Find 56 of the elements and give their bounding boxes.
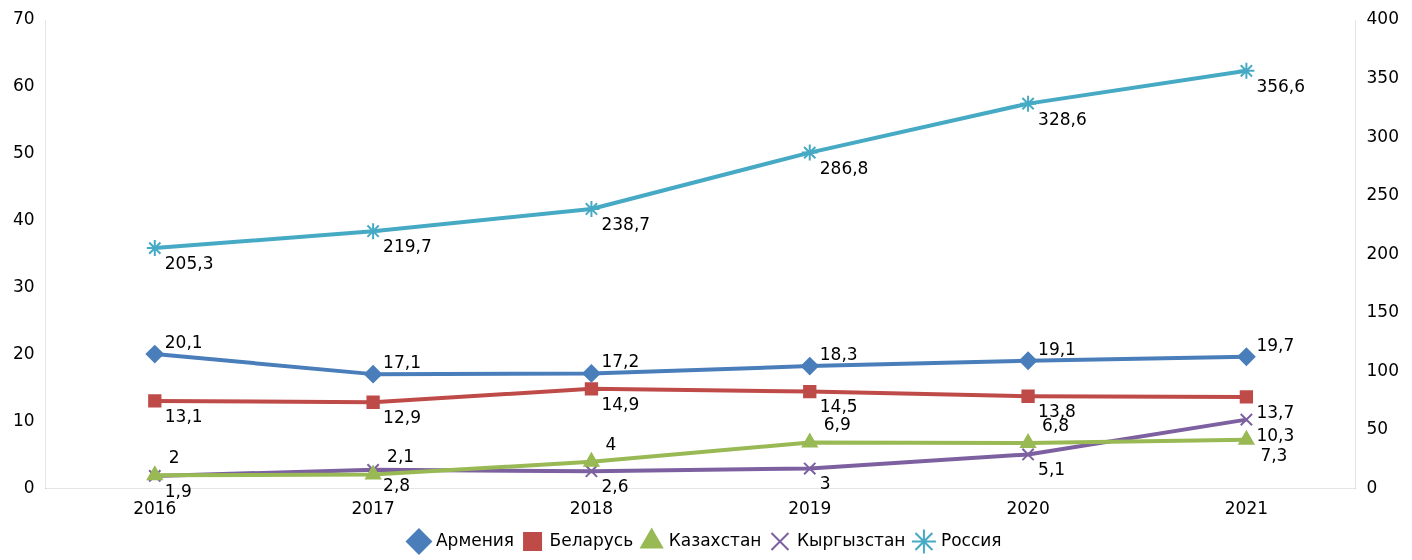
data-label: 5,1: [1038, 459, 1066, 480]
legend-label: Кыргызстан: [796, 529, 906, 550]
data-label: 19,1: [1038, 338, 1076, 359]
legend-label: Россия: [940, 529, 1002, 550]
data-label: 286,8: [819, 157, 869, 178]
legend-label: Беларусь: [549, 529, 634, 550]
y-tick-label: 20: [12, 343, 35, 364]
data-label: 2: [168, 447, 180, 468]
y-tick-label: 70: [12, 8, 35, 29]
y-tick-label: 50: [12, 142, 35, 163]
data-label: 19,7: [1256, 334, 1295, 355]
data-label: 13,7: [1256, 401, 1295, 422]
y2-tick-label: 150: [1366, 301, 1400, 322]
y2-tick-label: 400: [1366, 8, 1400, 29]
data-label: 18,3: [819, 344, 858, 365]
data-label: 12,9: [383, 407, 421, 428]
data-label: 3: [819, 473, 831, 494]
x-tick-label: 2016: [133, 498, 177, 519]
y-tick-label: 40: [12, 209, 35, 230]
data-label: 2,1: [387, 446, 415, 467]
data-label: 14,9: [601, 393, 640, 414]
data-label: 1,9: [164, 480, 192, 501]
y2-tick-label: 0: [1366, 477, 1378, 498]
data-label: 20,1: [164, 331, 203, 352]
y2-tick-label: 250: [1366, 184, 1400, 205]
data-label: 219,7: [383, 236, 432, 257]
data-label: 356,6: [1256, 75, 1306, 96]
y2-tick-label: 300: [1366, 125, 1400, 146]
data-label: 13,1: [164, 405, 203, 426]
y-tick-label: 30: [12, 276, 35, 297]
data-label: 238,7: [601, 213, 651, 234]
data-label: 2,6: [601, 476, 629, 497]
data-label: 328,6: [1038, 108, 1087, 129]
data-label: 17,2: [601, 351, 640, 372]
x-tick-label: 2020: [1006, 498, 1050, 519]
y-tick-label: 10: [12, 410, 35, 431]
x-tick-label: 2019: [788, 498, 832, 519]
legend-label: Армения: [435, 529, 515, 550]
y-tick-label: 0: [23, 477, 35, 498]
y2-tick-label: 200: [1366, 242, 1400, 263]
y-tick-label: 60: [12, 75, 35, 96]
data-label: 17,1: [383, 352, 421, 373]
y2-tick-label: 50: [1366, 418, 1389, 439]
data-label: 4: [605, 433, 617, 454]
data-label: 7,3: [1260, 444, 1288, 465]
x-tick-label: 2021: [1224, 498, 1269, 519]
y2-tick-label: 350: [1366, 67, 1400, 87]
data-label: 205,3: [164, 253, 214, 274]
data-label: 6,9: [823, 414, 851, 435]
data-label: 10,3: [1256, 424, 1295, 445]
x-tick-label: 2017: [351, 498, 395, 519]
x-tick-label: 2018: [569, 498, 614, 519]
y2-tick-label: 100: [1366, 359, 1400, 380]
legend-label: Казахстан: [668, 529, 762, 550]
data-label: 2,8: [383, 474, 411, 495]
data-label: 14,5: [819, 396, 858, 417]
